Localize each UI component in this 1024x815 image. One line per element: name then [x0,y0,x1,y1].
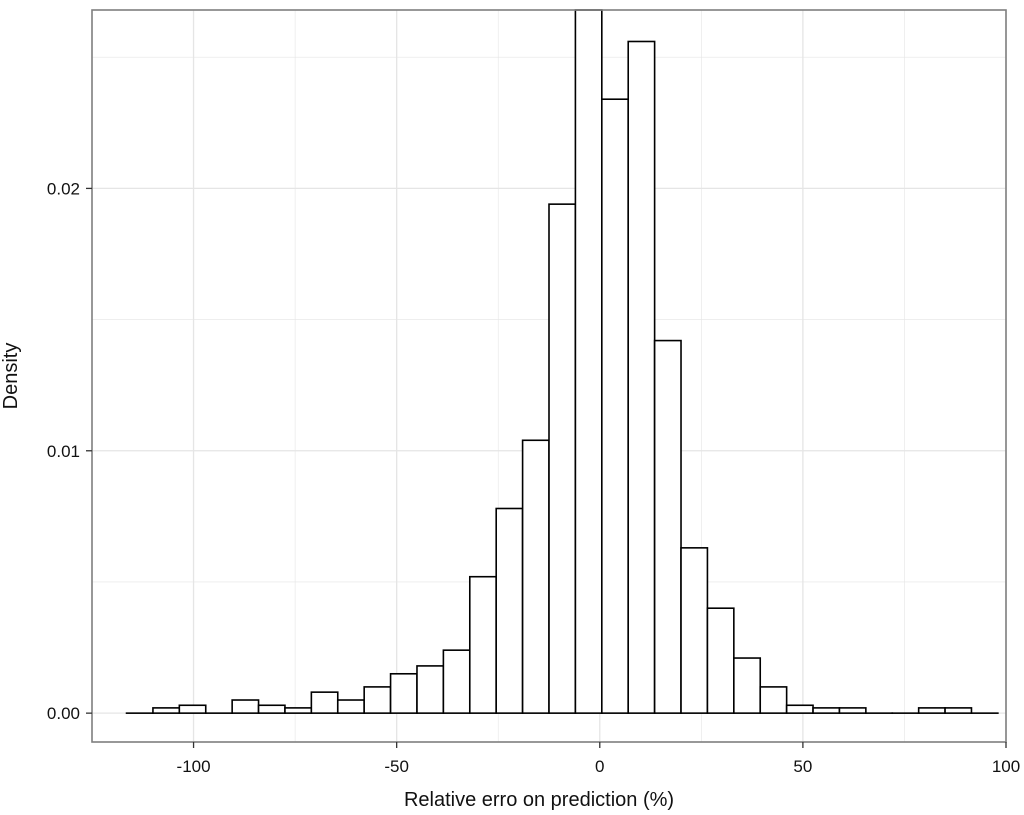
histogram-bar [759,686,788,714]
histogram-bar [548,203,577,714]
histogram-bar [495,507,524,714]
histogram-bar [336,699,365,714]
histogram-bar [785,704,814,714]
y-tick-label: 0.01 [47,442,80,461]
histogram-bar [363,686,392,714]
histogram-bar [653,339,682,714]
histogram-bar [178,704,207,714]
x-tick-label: 100 [992,757,1020,776]
histogram-bar [680,547,709,714]
y-tick-label: 0.02 [47,179,80,198]
x-axis-ticks: -100 -50 0 50 100 [177,742,1020,776]
histogram-bar [442,649,471,714]
histogram-bar [733,657,762,714]
plot-panel-border [91,9,1007,743]
x-tick-label: 50 [793,757,812,776]
histogram-bar [838,707,867,714]
histogram-bar [152,707,181,714]
x-tick-label: -100 [177,757,211,776]
histogram-bar [310,691,339,714]
histogram-bar [627,40,656,714]
histogram-bar [601,98,630,714]
histogram-bar [389,672,418,714]
y-tick-label: 0.00 [47,704,80,723]
histogram-bar [257,704,286,714]
histogram-bars [125,9,999,714]
histogram-bar [284,707,313,714]
histogram-bar [416,665,445,714]
x-tick-label: -50 [384,757,409,776]
y-axis-ticks: 0.00 0.01 0.02 [47,179,92,723]
histogram-bar [706,607,735,714]
x-tick-label: 0 [595,757,604,776]
histogram-bar [917,707,946,714]
y-axis-title: Density [0,343,22,410]
histogram-bar [521,439,550,714]
x-axis-title: Relative erro on prediction (%) [404,789,674,811]
histogram-bar [812,707,841,714]
histogram-bar [468,575,497,714]
histogram-bar [944,707,973,714]
histogram-bar [231,699,260,714]
histogram-bar [574,9,603,714]
